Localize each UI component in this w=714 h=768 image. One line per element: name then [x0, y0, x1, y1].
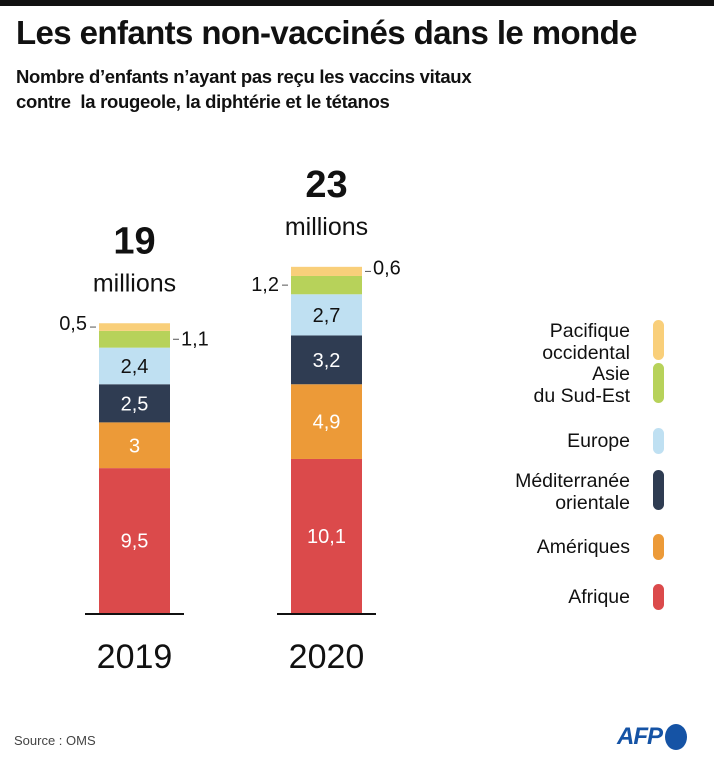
chart-title: Les enfants non-vaccinés dans le monde [16, 14, 637, 51]
total-unit-2020: millions [285, 213, 368, 241]
bar-segment-2019-am-riques [99, 422, 170, 469]
total-value-2019: 19 [113, 220, 155, 262]
bar-segment-2019-m-diterran-e-orientale [99, 384, 170, 423]
bar-segment-2019-afrique [99, 468, 170, 613]
total-unit-2019: millions [93, 269, 176, 297]
legend-swatch [653, 470, 664, 510]
data-label: 10,1 [307, 526, 346, 548]
bar-segment-2020-pacifique-occidental [291, 266, 362, 276]
source-note: Source : OMS [14, 733, 96, 748]
legend-label: Asie [592, 363, 630, 385]
data-label: 9,5 [121, 531, 149, 553]
legend-label: Méditerranée [515, 470, 630, 492]
legend-label: Afrique [568, 586, 630, 608]
legend-swatch [653, 584, 664, 610]
legend-swatch [653, 534, 664, 560]
data-label: 3 [129, 435, 140, 457]
data-label: 2,4 [121, 356, 149, 378]
legend-swatch [653, 320, 664, 360]
data-label: 4,9 [313, 412, 341, 434]
bar-segment-2020-am-riques [291, 384, 362, 459]
afp-logo-text: AFP [617, 723, 663, 750]
data-label: 1,2 [251, 274, 279, 296]
data-label: 1,1 [181, 328, 209, 350]
data-label: 0,5 [59, 313, 87, 335]
afp-logo-dot-icon [665, 724, 687, 750]
legend-label: orientale [555, 492, 630, 514]
afp-logo: AFP [617, 723, 687, 751]
bar-segment-2019-asie-du-sud-est [99, 330, 170, 348]
chart-subtitle: Nombre d’enfants n’ayant pas reçu les va… [16, 66, 472, 112]
data-label: 2,5 [121, 393, 149, 415]
legend-label: occidental [542, 342, 630, 364]
bar-segment-2020-asie-du-sud-est [291, 275, 362, 295]
data-label: 2,7 [313, 305, 341, 327]
legend-label: du Sud-Est [534, 385, 631, 407]
data-label: 3,2 [313, 350, 341, 372]
data-label: 0,6 [373, 257, 401, 279]
year-label-2019: 2019 [97, 638, 173, 676]
total-value-2020: 23 [305, 164, 347, 206]
bar-segment-2020-europe [291, 294, 362, 336]
bar-segment-2019-europe [99, 347, 170, 385]
top-bar [0, 0, 714, 6]
legend-label: Pacifique [550, 320, 630, 342]
legend-label: Europe [567, 430, 630, 452]
legend-label: Amériques [537, 536, 630, 558]
year-label-2020: 2020 [289, 638, 365, 676]
legend-swatch [653, 363, 664, 403]
bar-segment-2020-m-diterran-e-orientale [291, 335, 362, 385]
bar-segment-2020-afrique [291, 458, 362, 613]
bar-segment-2019-pacifique-occidental [99, 323, 170, 331]
legend-swatch [653, 428, 664, 454]
